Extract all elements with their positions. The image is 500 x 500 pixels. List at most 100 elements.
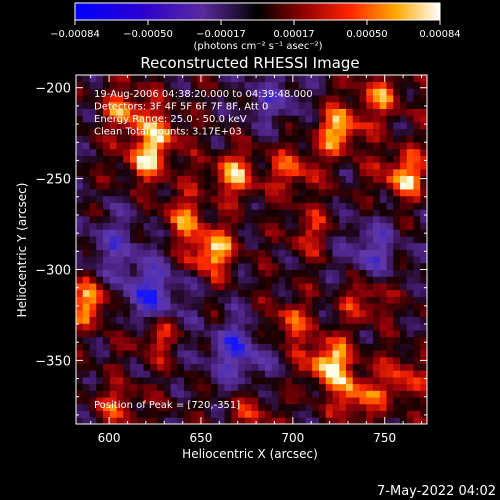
heatmap-cell	[82, 330, 90, 338]
heatmap-cell	[339, 229, 347, 237]
heatmap-cell	[366, 182, 374, 190]
heatmap-cell	[136, 189, 144, 197]
heatmap-cell	[312, 135, 320, 143]
heatmap-cell	[298, 95, 306, 103]
heatmap-cell	[406, 289, 414, 297]
heatmap-cell	[319, 343, 327, 351]
heatmap-cell	[217, 148, 225, 156]
heatmap-cell	[177, 108, 185, 116]
heatmap-cell	[379, 403, 387, 411]
heatmap-cell	[130, 222, 138, 230]
heatmap-cell	[82, 229, 90, 237]
heatmap-cell	[170, 256, 178, 264]
heatmap-cell	[325, 95, 333, 103]
heatmap-cell	[271, 283, 279, 291]
heatmap-cell	[292, 135, 300, 143]
heatmap-cell	[359, 403, 367, 411]
heatmap-cell	[406, 390, 414, 398]
heatmap-cell	[400, 316, 408, 324]
heatmap-cell	[217, 350, 225, 358]
heatmap-cell	[143, 262, 151, 271]
heatmap-cell	[170, 330, 178, 338]
heatmap-cell	[224, 202, 232, 210]
heatmap-cell	[352, 209, 360, 217]
heatmap-cell	[82, 397, 90, 405]
heatmap-cell	[197, 81, 205, 89]
heatmap-cell	[352, 377, 360, 385]
heatmap-cell	[420, 148, 428, 156]
heatmap-cell	[339, 256, 347, 264]
heatmap-cell	[265, 242, 273, 250]
heatmap-cell	[163, 370, 171, 378]
heatmap-cell	[271, 202, 279, 210]
heatmap-cell	[413, 175, 421, 183]
heatmap-cell	[325, 108, 333, 116]
heatmap-cell	[393, 276, 401, 284]
heatmap-cell	[305, 343, 313, 351]
heatmap-cell	[373, 309, 381, 318]
heatmap-cell	[217, 289, 225, 297]
heatmap-cell	[217, 249, 225, 257]
heatmap-cell	[217, 236, 225, 244]
heatmap-cell	[204, 75, 212, 83]
heatmap-cell	[143, 350, 151, 358]
heatmap-cell	[312, 101, 320, 109]
heatmap-cell	[319, 175, 327, 183]
heatmap-cell	[278, 316, 286, 324]
heatmap-cell	[89, 142, 97, 150]
heatmap-cell	[332, 108, 340, 116]
heatmap-cell	[339, 283, 347, 291]
heatmap-cell	[278, 323, 286, 331]
heatmap-cell	[420, 343, 428, 351]
heatmap-cell	[184, 175, 192, 183]
heatmap-cell	[130, 101, 138, 109]
heatmap-cell	[204, 309, 212, 318]
heatmap-cell	[96, 81, 104, 89]
heatmap-cell	[292, 148, 300, 156]
heatmap-cell	[271, 95, 279, 103]
heatmap-cell	[359, 330, 367, 338]
heatmap-cell	[359, 410, 367, 418]
heatmap-cell	[305, 222, 313, 230]
heatmap-cell	[305, 249, 313, 257]
heatmap-cell	[177, 256, 185, 264]
heatmap-cell	[292, 108, 300, 116]
heatmap-cell	[312, 142, 320, 150]
heatmap-cell	[292, 81, 300, 89]
heatmap-cell	[204, 397, 212, 405]
heatmap-cell	[420, 383, 428, 391]
heatmap-cell	[339, 249, 347, 257]
heatmap-cell	[285, 115, 293, 123]
heatmap-cell	[325, 397, 333, 405]
heatmap-cell	[116, 229, 124, 237]
heatmap-cell	[224, 242, 232, 250]
heatmap-cell	[231, 417, 239, 425]
heatmap-cell	[170, 383, 178, 391]
heatmap-cell	[251, 417, 259, 425]
heatmap-cell	[238, 81, 246, 89]
heatmap-cell	[305, 403, 313, 411]
heatmap-cell	[103, 410, 111, 418]
heatmap-cell	[231, 115, 239, 123]
heatmap-cell	[109, 108, 117, 116]
heatmap-cell	[190, 215, 198, 224]
heatmap-cell	[150, 195, 158, 203]
heatmap-cell	[157, 383, 165, 391]
heatmap-cell	[346, 189, 354, 197]
heatmap-cell	[373, 283, 381, 291]
heatmap-cell	[231, 256, 239, 264]
heatmap-cell	[373, 189, 381, 197]
heatmap-cell	[163, 309, 171, 318]
heatmap-cell	[393, 148, 401, 156]
heatmap-cell	[157, 202, 165, 210]
heatmap-cell	[312, 316, 320, 324]
heatmap-cell	[292, 229, 300, 237]
heatmap-cell	[204, 142, 212, 150]
heatmap-cell	[224, 397, 232, 405]
heatmap-cell	[406, 81, 414, 89]
heatmap-cell	[177, 242, 185, 250]
heatmap-cell	[211, 249, 219, 257]
heatmap-cell	[312, 168, 320, 177]
heatmap-cell	[312, 350, 320, 358]
heatmap-cell	[211, 81, 219, 89]
